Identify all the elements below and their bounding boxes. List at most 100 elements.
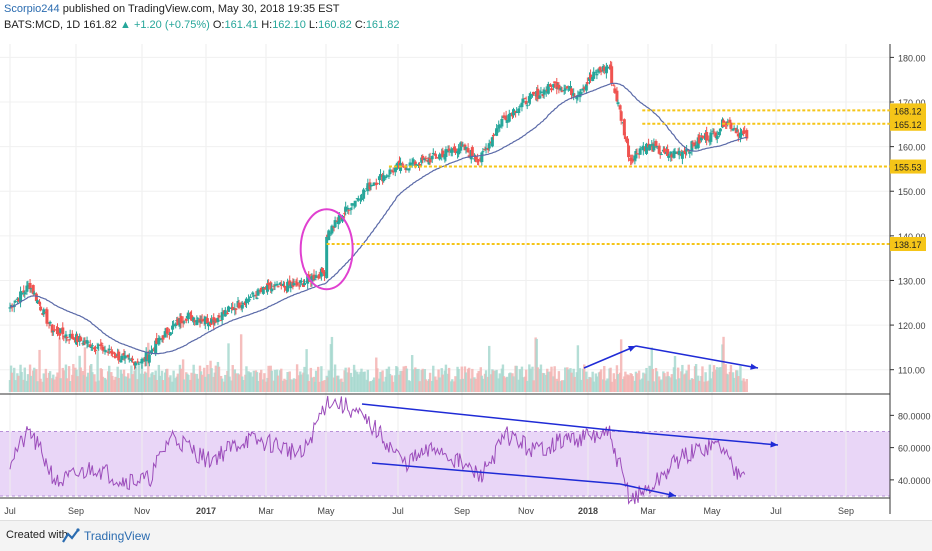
volume-bar	[182, 379, 186, 392]
volume-bar	[239, 334, 243, 392]
candle-body	[26, 285, 30, 287]
volume-bar	[79, 367, 82, 392]
candle-body	[441, 150, 445, 158]
volume-bar	[663, 373, 666, 392]
volume-falling-arrow-head	[750, 363, 758, 370]
volume-bar	[147, 342, 150, 392]
volume-bar	[674, 379, 678, 392]
volume-bar	[17, 375, 20, 392]
candle-body	[195, 320, 199, 326]
volume-bar	[140, 364, 144, 392]
candle-body	[641, 146, 645, 151]
change-value: +1.20 (+0.75%)	[133, 19, 210, 31]
candle-body	[589, 74, 593, 80]
up-arrow-icon: ▲	[119, 19, 131, 31]
candle-body	[413, 161, 417, 166]
time-tick-label: 2017	[196, 506, 216, 516]
candle-body	[327, 230, 331, 241]
volume-bar	[283, 378, 286, 392]
volume-bar	[576, 345, 580, 392]
volume-bar	[550, 366, 553, 392]
candle-body	[314, 275, 318, 278]
candle-body	[450, 148, 454, 153]
candle-body	[670, 154, 674, 158]
candle-body	[190, 315, 194, 321]
candle-body	[743, 130, 747, 133]
candle-body	[38, 301, 42, 305]
candle-body	[500, 118, 504, 127]
candle-body	[518, 106, 522, 108]
candle-body	[32, 292, 36, 295]
candle-body	[420, 157, 424, 163]
candle-body	[715, 135, 719, 139]
candle-body	[39, 306, 43, 311]
candle-body	[657, 145, 661, 154]
volume-bar	[114, 376, 117, 392]
volume-falling-arrow[interactable]	[635, 345, 759, 369]
candle-body	[711, 130, 715, 132]
volume-bar	[688, 379, 691, 392]
volume-bar	[193, 373, 196, 392]
time-tick-label: Nov	[134, 506, 151, 516]
candle-body	[467, 155, 471, 157]
volume-rising-arrow[interactable]	[583, 345, 637, 369]
candle-body	[206, 323, 210, 327]
created-with-text: Created with	[6, 529, 68, 541]
candle-body	[666, 149, 670, 157]
rsi-lower-trendline[interactable]	[371, 462, 621, 485]
volume-bar	[737, 376, 740, 392]
candle-body	[622, 119, 626, 136]
candle-body	[96, 347, 100, 349]
volume-bar	[360, 368, 363, 392]
tradingview-link[interactable]: TradingView	[84, 529, 151, 543]
candle-body	[599, 70, 603, 72]
volume-bar	[505, 376, 509, 392]
candle-body	[151, 349, 154, 351]
rsi-lower-arrow[interactable]	[619, 483, 677, 497]
candle-body	[353, 200, 357, 207]
candle-body	[634, 151, 638, 159]
volume-bar	[249, 372, 252, 392]
volume-bar	[745, 379, 748, 392]
volume-bar	[492, 370, 495, 392]
candle-body	[241, 303, 245, 305]
candle-body	[541, 93, 545, 97]
volume-bar	[14, 380, 17, 392]
candle-body	[70, 333, 74, 339]
volume-bar	[539, 364, 543, 392]
candle-body	[453, 148, 457, 153]
volume-bar	[564, 367, 567, 392]
candle-body	[597, 68, 601, 73]
volume-bar	[467, 367, 471, 392]
time-tick-label: Mar	[640, 506, 656, 516]
candle-body	[256, 289, 260, 296]
volume-bar	[317, 366, 320, 392]
volume-bar	[444, 364, 448, 392]
candle-body	[735, 130, 739, 132]
candle-body	[267, 282, 271, 286]
rsi-upper-arrow[interactable]	[609, 429, 779, 446]
gap-circle-annotation[interactable]	[299, 208, 354, 291]
candle-body	[505, 119, 509, 123]
rsi-upper-trendline[interactable]	[361, 403, 611, 431]
volume-bar	[586, 379, 589, 392]
candle-body	[216, 317, 220, 322]
candle-body	[669, 151, 673, 157]
chart-canvas[interactable]: 110.00 120.00 130.00 140.00 150.00 160.00 170.…	[0, 36, 932, 520]
author-link[interactable]: Scorpio244	[4, 3, 60, 15]
candle-body	[627, 145, 631, 158]
candle-body	[228, 307, 232, 309]
candle-body	[544, 91, 548, 93]
volume-bar	[610, 381, 613, 392]
volume-bar	[137, 365, 140, 392]
volume-bar	[42, 373, 45, 392]
candle-body	[209, 321, 213, 326]
volume-bar	[726, 374, 729, 392]
candle-body	[104, 350, 108, 352]
candle-body	[508, 113, 512, 115]
candle-body	[172, 324, 176, 327]
candle-body	[158, 338, 162, 341]
candle-body	[548, 84, 552, 87]
candle-body	[645, 143, 648, 154]
volume-bar	[347, 367, 351, 392]
